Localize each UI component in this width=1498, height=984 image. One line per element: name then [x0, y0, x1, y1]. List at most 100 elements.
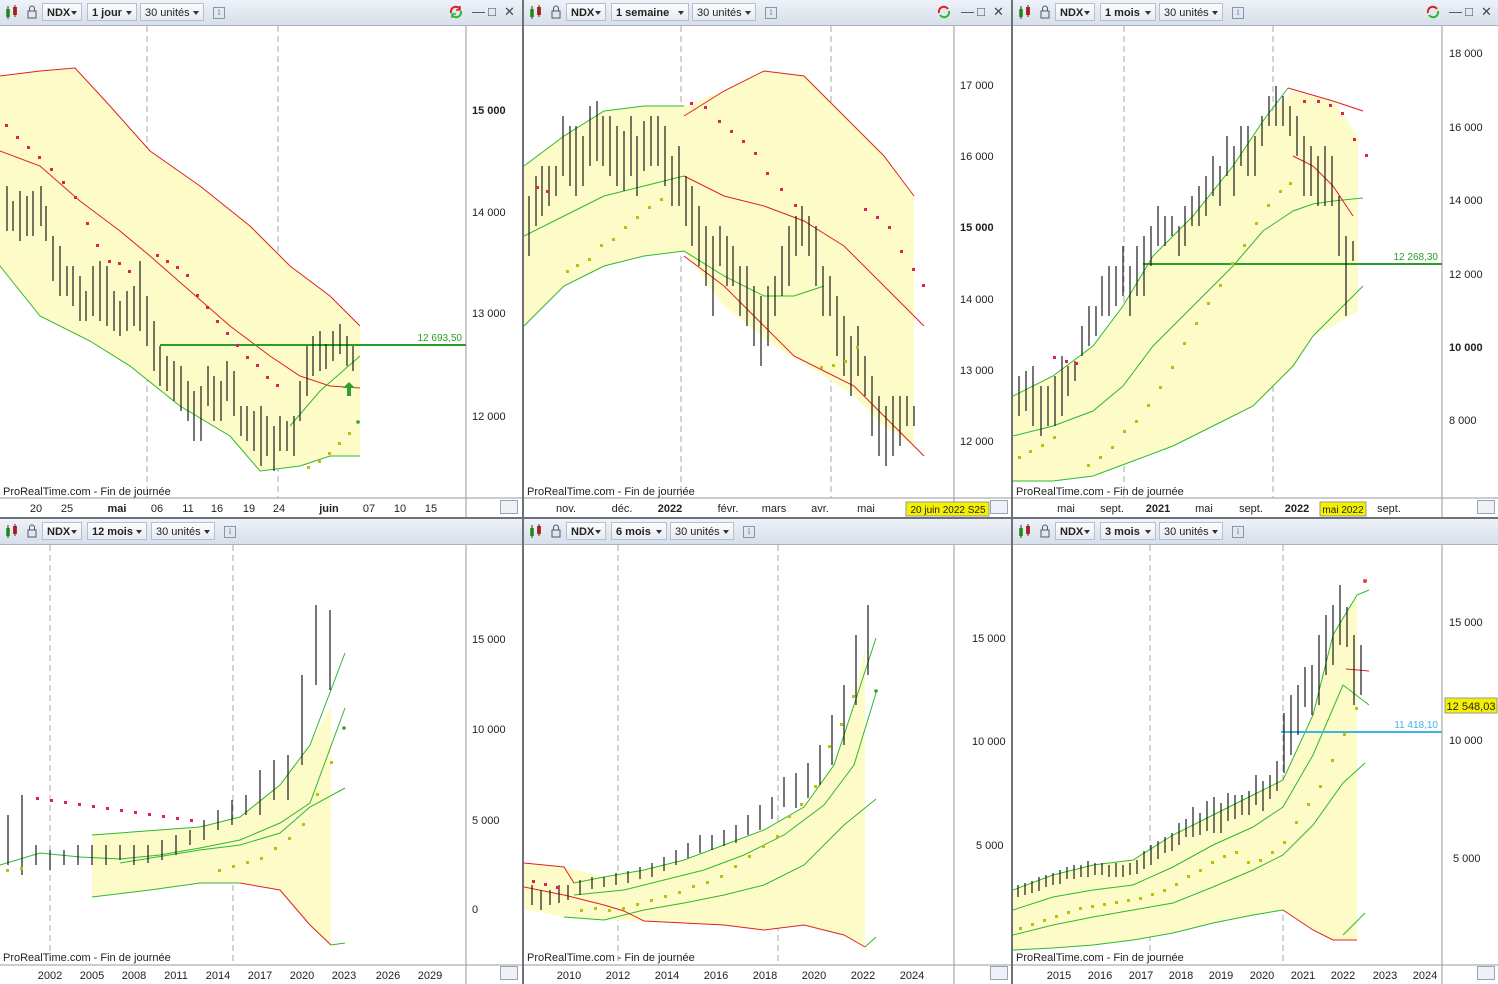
period-select[interactable]: 1 jour: [87, 3, 137, 21]
close-icon[interactable]: ✕: [504, 4, 515, 19]
symbol-label: NDX: [47, 526, 71, 538]
chart-panel-weekly[interactable]: NDX 1 semaine 30 unités i — □ ✕ 17 000 1…: [524, 0, 1011, 517]
svg-text:15: 15: [425, 503, 437, 515]
sync-icon[interactable]: [448, 4, 464, 20]
info-icon[interactable]: i: [1232, 526, 1244, 538]
maximize-icon[interactable]: □: [488, 4, 496, 19]
units-select[interactable]: 30 unités: [1159, 3, 1223, 21]
svg-text:12 000: 12 000: [472, 411, 506, 423]
price-chart[interactable]: 17 000 16 000 15 000 14 000 13 000 12 00…: [524, 26, 1011, 517]
band-upper-red: [1345, 668, 1370, 672]
svg-text:12 000: 12 000: [960, 436, 994, 448]
band-middle-green: [524, 175, 685, 237]
chart-panel-daily[interactable]: NDX 1 jour 30 unités i — □ ✕ 12 693,50: [0, 0, 522, 517]
svg-text:mai: mai: [857, 503, 875, 515]
period-select[interactable]: 12 mois: [87, 522, 147, 540]
band-lower-green: [524, 250, 825, 327]
minimize-icon[interactable]: —: [1449, 4, 1462, 19]
band-lower-green: [1013, 285, 1364, 482]
period-select[interactable]: 6 mois: [611, 522, 667, 540]
sync-icon[interactable]: [936, 4, 952, 20]
svg-text:2024: 2024: [1413, 970, 1437, 982]
bollinger-band: [1013, 91, 1358, 481]
sar-dots-yellow: [307, 432, 351, 469]
maximize-icon[interactable]: □: [1465, 4, 1473, 19]
lock-icon[interactable]: [24, 4, 40, 20]
period-select[interactable]: 1 semaine: [611, 3, 689, 21]
chart-type-icon[interactable]: [4, 523, 20, 539]
units-select[interactable]: 30 unités: [692, 3, 756, 21]
chart-type-icon[interactable]: [1017, 523, 1033, 539]
info-icon[interactable]: i: [213, 7, 225, 19]
info-icon[interactable]: i: [1232, 7, 1244, 19]
chevron-down-icon: [71, 11, 77, 15]
scroll-to-end-button[interactable]: [990, 500, 1008, 514]
lock-icon[interactable]: [1037, 4, 1053, 20]
lock-icon[interactable]: [1037, 523, 1053, 539]
chart-type-icon[interactable]: [1017, 4, 1033, 20]
minimize-icon[interactable]: —: [472, 4, 485, 19]
maximize-icon[interactable]: □: [977, 4, 985, 19]
scroll-to-end-button[interactable]: [990, 966, 1008, 980]
close-icon[interactable]: ✕: [1481, 4, 1492, 19]
chevron-down-icon: [656, 530, 662, 534]
chart-panel-3months[interactable]: NDX 3 mois 30 unités i 11 418,10 12 548,…: [1013, 519, 1498, 984]
price-chart[interactable]: 12 268,30 18 000 16 000 14 000 12 000 10…: [1013, 26, 1498, 517]
info-icon[interactable]: i: [224, 526, 236, 538]
lock-icon[interactable]: [548, 4, 564, 20]
chart-type-icon[interactable]: [4, 4, 20, 20]
sar-dots-red: [36, 797, 193, 822]
scroll-to-end-button[interactable]: [1477, 500, 1495, 514]
symbol-select[interactable]: NDX: [1055, 3, 1095, 21]
svg-text:14 000: 14 000: [472, 207, 506, 219]
scroll-to-end-button[interactable]: [500, 500, 518, 514]
period-label: 1 jour: [92, 7, 122, 19]
scroll-to-end-button[interactable]: [1477, 966, 1495, 980]
svg-text:2005: 2005: [80, 970, 104, 982]
price-chart[interactable]: 12 693,50 15 000 14 000 13 000 12 000 20…: [0, 26, 522, 517]
chart-type-icon[interactable]: [528, 4, 544, 20]
sar-dots-yellow: [1019, 707, 1358, 930]
units-select[interactable]: 30 unités: [1159, 522, 1223, 540]
band-lower-green: [1013, 762, 1366, 936]
chart-panel-monthly[interactable]: NDX 1 mois 30 unités i — □ ✕ 12 268,30 1…: [1013, 0, 1498, 517]
price-bars: [1018, 86, 1354, 436]
info-icon[interactable]: i: [743, 526, 755, 538]
symbol-select[interactable]: NDX: [566, 3, 606, 21]
lock-icon[interactable]: [548, 523, 564, 539]
units-select[interactable]: 30 unités: [140, 3, 204, 21]
lock-icon[interactable]: [24, 523, 40, 539]
chart-panel-6months[interactable]: NDX 6 mois 30 unités i 15 000 10 000 5 0…: [524, 519, 1011, 984]
chevron-down-icon: [1212, 11, 1218, 15]
chevron-down-icon: [1084, 530, 1090, 534]
svg-text:17 000: 17 000: [960, 80, 994, 92]
chart-panel-yearly[interactable]: NDX 12 mois 30 unités i 15 000 10 000 5 …: [0, 519, 522, 984]
units-label: 30 unités: [1164, 526, 1209, 538]
svg-text:2008: 2008: [122, 970, 146, 982]
symbol-select[interactable]: NDX: [42, 522, 82, 540]
minimize-icon[interactable]: —: [961, 4, 974, 19]
symbol-select[interactable]: NDX: [566, 522, 606, 540]
period-select[interactable]: 1 mois: [1100, 3, 1156, 21]
period-select[interactable]: 3 mois: [1100, 522, 1156, 540]
close-icon[interactable]: ✕: [993, 4, 1004, 19]
info-icon[interactable]: i: [765, 7, 777, 19]
symbol-select[interactable]: NDX: [1055, 522, 1095, 540]
period-label: 12 mois: [92, 526, 133, 538]
chart-type-icon[interactable]: [528, 523, 544, 539]
sync-icon[interactable]: [1425, 4, 1441, 20]
price-chart[interactable]: 15 000 10 000 5 000 0 2002 2005 2008 201…: [0, 545, 522, 984]
symbol-select[interactable]: NDX: [42, 3, 82, 21]
units-select[interactable]: 30 unités: [151, 522, 215, 540]
svg-text:10 000: 10 000: [972, 736, 1006, 748]
price-chart[interactable]: 15 000 10 000 5 000 2010 2012 2014 2016 …: [524, 545, 1011, 984]
x-axis: 2010 2012 2014 2016 2018 2020 2022 2024: [557, 970, 924, 982]
chevron-down-icon: [595, 11, 601, 15]
svg-text:2024: 2024: [900, 970, 924, 982]
scroll-to-end-button[interactable]: [500, 966, 518, 980]
price-chart[interactable]: 11 418,10 12 548,03 15 000 10 000 5 000 …: [1013, 545, 1498, 984]
units-select[interactable]: 30 unités: [670, 522, 734, 540]
svg-text:2022: 2022: [851, 970, 875, 982]
symbol-label: NDX: [571, 526, 595, 538]
band-middle-green: [0, 707, 346, 866]
